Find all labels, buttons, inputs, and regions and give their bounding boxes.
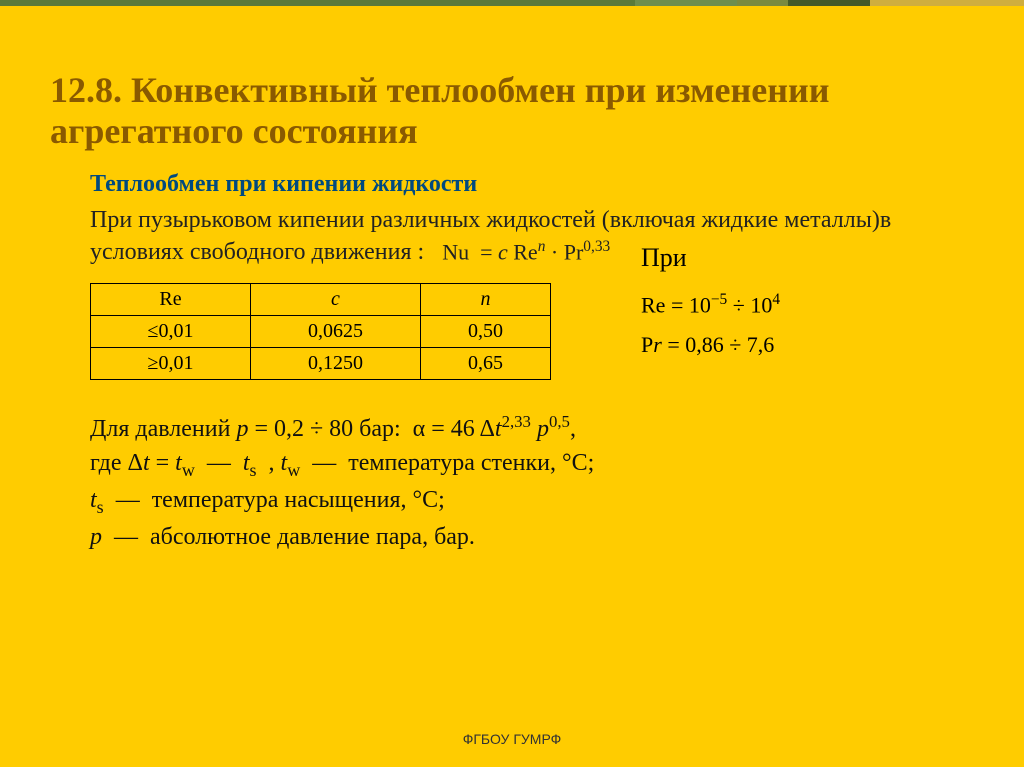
definition-line-3: p — абсолютное давление пара, бар. bbox=[90, 520, 974, 555]
coefficients-table: Recn ≤0,010,06250,50≥0,010,12500,65 bbox=[90, 283, 551, 380]
condition-pr: Pr = 0,86 ÷ 7,6 bbox=[641, 332, 780, 358]
definition-line-0: Для давлений p = 0,2 ÷ 80 бар: α = 46 Δt… bbox=[90, 410, 974, 447]
slide-title: 12.8. Конвективный теплообмен при измене… bbox=[50, 70, 974, 153]
accent-bar-0 bbox=[0, 0, 635, 6]
table-row: ≤0,010,06250,50 bbox=[91, 315, 551, 347]
table-header-cell: n bbox=[421, 283, 551, 315]
table-row: ≥0,010,12500,65 bbox=[91, 347, 551, 379]
accent-bar-4 bbox=[870, 0, 1024, 6]
coefficients-table-wrap: Recn ≤0,010,06250,50≥0,010,12500,65 bbox=[90, 283, 551, 380]
paragraph-intro: При пузырьковом кипении различных жидкос… bbox=[90, 204, 974, 269]
accent-bar-3 bbox=[788, 0, 870, 6]
table-body: ≤0,010,06250,50≥0,010,12500,65 bbox=[91, 315, 551, 379]
conditions-block: При Re = 10−5 ÷ 104 Pr = 0,86 ÷ 7,6 bbox=[641, 243, 780, 372]
formula-main: Nu = c Ren · Pr0,33 bbox=[442, 237, 610, 267]
table-header-cell: c bbox=[251, 283, 421, 315]
table-cell: 0,50 bbox=[421, 315, 551, 347]
table-cell: 0,1250 bbox=[251, 347, 421, 379]
conditions-label: При bbox=[641, 243, 780, 273]
accent-bar-strip bbox=[0, 0, 1024, 6]
condition-re: Re = 10−5 ÷ 104 bbox=[641, 291, 780, 318]
table-header-cell: Re bbox=[91, 283, 251, 315]
table-and-conditions-row: Recn ≤0,010,06250,50≥0,010,12500,65 При … bbox=[50, 283, 974, 380]
accent-bar-2 bbox=[737, 0, 788, 6]
table-cell: 0,65 bbox=[421, 347, 551, 379]
slide-content: 12.8. Конвективный теплообмен при измене… bbox=[0, 0, 1024, 555]
accent-bar-1 bbox=[635, 0, 737, 6]
footer-org: ФГБОУ ГУМРФ bbox=[0, 731, 1024, 747]
definitions-block: Для давлений p = 0,2 ÷ 80 бар: α = 46 Δt… bbox=[90, 410, 974, 555]
definition-line-1: где Δt = tw — ts , tw — температура стен… bbox=[90, 446, 974, 483]
slide-subtitle: Теплообмен при кипении жидкости bbox=[90, 171, 974, 198]
table-header-row: Recn bbox=[91, 283, 551, 315]
table-cell: 0,0625 bbox=[251, 315, 421, 347]
table-cell: ≤0,01 bbox=[91, 315, 251, 347]
definition-line-2: ts — температура насыщения, °С; bbox=[90, 483, 974, 520]
table-cell: ≥0,01 bbox=[91, 347, 251, 379]
